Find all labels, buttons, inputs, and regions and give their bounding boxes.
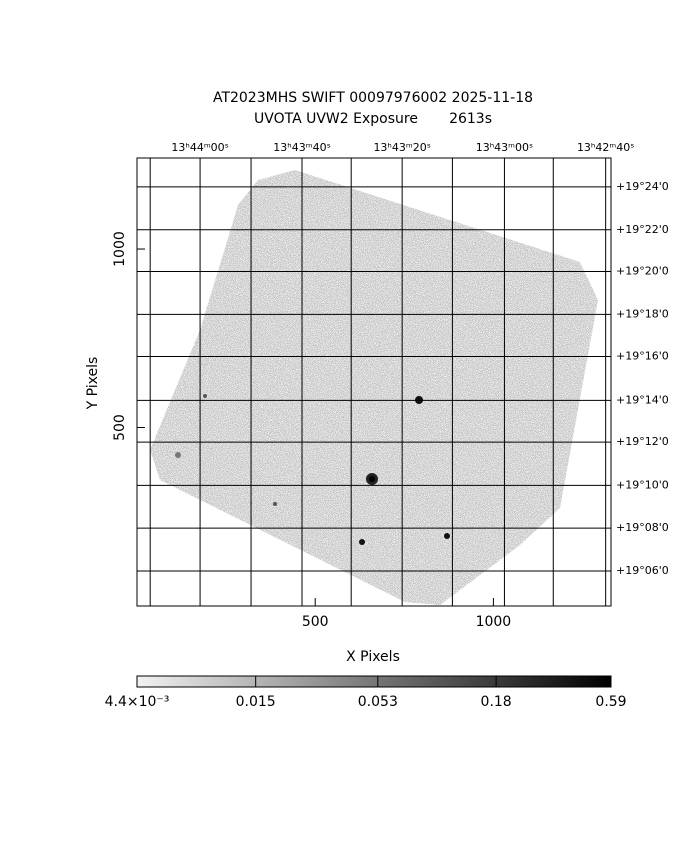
- x-axis-label: X Pixels: [346, 649, 400, 665]
- x2-tick-label: 13ʰ43ᵐ20ˢ: [373, 141, 430, 154]
- y2-tick-label: +19°08'0: [616, 521, 669, 534]
- y2-tick-label: +19°22'0: [616, 223, 669, 236]
- colorbar-tick-label: 0.053: [358, 694, 398, 710]
- colorbar-tick-label: 0.015: [236, 694, 276, 710]
- y2-tick-label: +19°18'0: [616, 307, 669, 320]
- y2-tick-label: +19°24'0: [616, 180, 669, 193]
- colorbar-tick-label: 4.4×10⁻³: [105, 694, 170, 710]
- y-axis-label: Y Pixels: [85, 357, 101, 411]
- y2-tick-label: +19°20'0: [616, 265, 669, 278]
- x2-tick-label: 13ʰ43ᵐ00ˢ: [476, 141, 533, 154]
- colorbar-tick-label: 0.59: [595, 694, 626, 710]
- y-tick-label: 1000: [112, 231, 128, 267]
- y2-tick-label: +19°10'0: [616, 478, 669, 491]
- colorbar: [136, 675, 612, 688]
- x-tick-label: 500: [302, 614, 329, 630]
- x2-tick-label: 13ʰ44ᵐ00ˢ: [171, 141, 228, 154]
- y2-tick-label: +19°16'0: [616, 349, 669, 362]
- y2-tick-label: +19°06'0: [616, 564, 669, 577]
- x-tick-label: 1000: [476, 614, 512, 630]
- y-tick-label: 500: [112, 414, 128, 441]
- colorbar-tick-label: 0.18: [481, 694, 512, 710]
- x2-tick-label: 13ʰ43ᵐ40ˢ: [273, 141, 330, 154]
- chart-subtitle: UVOTA UVW2 Exposure 2613s: [254, 111, 492, 127]
- x2-tick-label: 13ʰ42ᵐ40ˢ: [577, 141, 634, 154]
- plot-frame: [136, 157, 612, 607]
- chart-title: AT2023MHS SWIFT 00097976002 2025-11-18: [213, 90, 533, 106]
- y2-tick-label: +19°14'0: [616, 393, 669, 406]
- y2-tick-label: +19°12'0: [616, 435, 669, 448]
